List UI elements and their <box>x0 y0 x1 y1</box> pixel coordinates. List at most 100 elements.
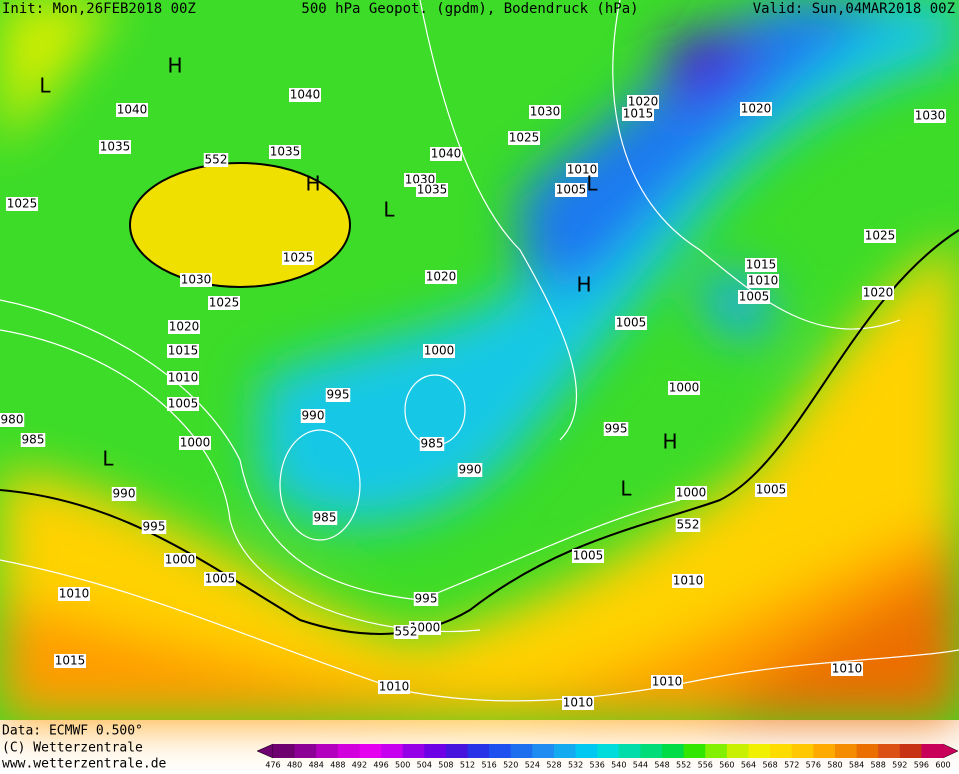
pressure-center: L <box>102 447 114 471</box>
label-box <box>862 286 894 300</box>
legend-swatch <box>856 744 879 758</box>
legend-swatch <box>618 744 641 758</box>
legend-tick-label: 524 <box>525 761 540 770</box>
isobar-label: 1040 <box>117 103 148 117</box>
legend-swatch <box>467 744 490 758</box>
isobar-label: 1015 <box>623 107 654 121</box>
label-box <box>378 680 410 694</box>
isobar-label: 1020 <box>628 95 659 109</box>
label-box <box>675 518 701 532</box>
isobar-label: 1005 <box>205 572 236 586</box>
isobar-label: 1015 <box>746 258 777 272</box>
label-box <box>282 251 314 265</box>
label-box <box>738 290 770 304</box>
isobar-label: 1030 <box>915 109 946 123</box>
label-box <box>740 102 772 116</box>
legend-tick-label: 540 <box>611 761 626 770</box>
isobar-label: 1010 <box>832 662 863 676</box>
isobar-label: 1015 <box>55 654 86 668</box>
legend-swatch <box>316 744 339 758</box>
isobar-label: 1020 <box>426 270 457 284</box>
legend-tick-label: 552 <box>676 761 691 770</box>
isobar-label: 1010 <box>652 675 683 689</box>
legend-tick-label: 568 <box>762 761 777 770</box>
legend-tick-label: 536 <box>590 761 605 770</box>
legend-swatch <box>899 744 922 758</box>
isobar-label: 1010 <box>567 163 598 177</box>
label-box <box>529 105 561 119</box>
isobar-label: 1020 <box>169 320 200 334</box>
label-box <box>416 183 448 197</box>
label-box <box>168 320 200 334</box>
label-box <box>167 344 199 358</box>
legend-tick-label: 508 <box>438 761 453 770</box>
label-box <box>204 572 236 586</box>
legend-swatch <box>424 744 447 758</box>
isobar-label: 1010 <box>673 574 704 588</box>
isobar-label: 1030 <box>181 273 212 287</box>
label-box <box>672 574 704 588</box>
legend-tick-label: 480 <box>287 761 302 770</box>
legend-swatch <box>489 744 512 758</box>
legend-tick-label: 512 <box>460 761 475 770</box>
label-box <box>430 147 462 161</box>
label-box <box>54 654 86 668</box>
label-box <box>566 163 598 177</box>
legend-tick-label: 532 <box>568 761 583 770</box>
isobar-label: 1000 <box>424 344 455 358</box>
valid-time: Valid: Sun,04MAR2018 00Z <box>753 1 955 17</box>
legend-tick-label: 484 <box>309 761 324 770</box>
isobar-label: 995 <box>143 520 166 534</box>
website: www.wetterzentrale.de <box>2 757 167 771</box>
legend-swatch <box>402 744 425 758</box>
legend-swatch <box>640 744 663 758</box>
label-box <box>111 487 137 501</box>
label-box <box>425 270 457 284</box>
isobar-label: 1025 <box>865 229 896 243</box>
map-title: 500 hPa Geopot. (gpdm), Bodendruck (hPa) <box>301 1 638 17</box>
legend-tick-label: 580 <box>827 761 842 770</box>
label-box <box>755 483 787 497</box>
label-box <box>864 229 896 243</box>
label-box <box>622 107 654 121</box>
label-box <box>167 371 199 385</box>
legend-tick-label: 504 <box>417 761 432 770</box>
legend-swatch <box>294 744 317 758</box>
legend-swatch <box>705 744 728 758</box>
isobar-label: 1005 <box>168 397 199 411</box>
legend-swatch <box>597 744 620 758</box>
legend-swatch <box>510 744 533 758</box>
legend-tick-label: 572 <box>784 761 799 770</box>
legend-tick-label: 576 <box>806 761 821 770</box>
copyright: (C) Wetterzentrale <box>2 741 143 756</box>
isobar-label: 1000 <box>669 381 700 395</box>
label-box <box>141 520 167 534</box>
isobar-label: 1035 <box>270 145 301 159</box>
isobar-label: 1005 <box>573 549 604 563</box>
pressure-center: H <box>305 172 320 196</box>
label-box <box>58 587 90 601</box>
isobar-label: 1015 <box>168 344 199 358</box>
label-box <box>269 145 301 159</box>
legend-swatch <box>532 744 555 758</box>
isobar-label: 995 <box>605 422 628 436</box>
color-legend: 476 480 484 488 492 496 500 504 508 512 516 520 524 5… <box>256 743 959 770</box>
legend-swatch <box>726 744 749 758</box>
label-box <box>562 696 594 710</box>
legend-tick-label: 496 <box>373 761 388 770</box>
label-box <box>745 258 777 272</box>
isobar-label: 995 <box>327 388 350 402</box>
legend-swatch <box>553 744 577 758</box>
legend-swatch <box>813 744 836 758</box>
label-box <box>675 486 707 500</box>
label-box <box>167 397 199 411</box>
legend-tick-label: 492 <box>352 761 367 770</box>
label-box <box>615 316 647 330</box>
legend-swatch <box>445 744 469 758</box>
label-box <box>164 553 196 567</box>
legend-tick-label: 584 <box>849 761 864 770</box>
isobar-label: 1005 <box>756 483 787 497</box>
isobar-label: 985 <box>314 511 337 525</box>
pressure-center: L <box>39 74 51 98</box>
isobar-label: 1010 <box>379 680 410 694</box>
